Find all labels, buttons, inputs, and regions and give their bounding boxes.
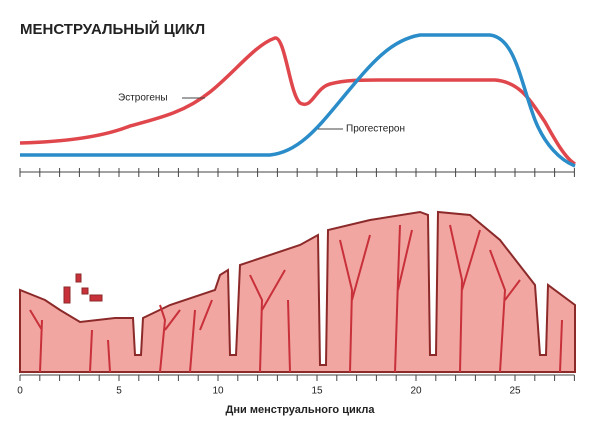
tick-label: 20 [410, 386, 422, 397]
title: МЕНСТРУАЛЬНЫЙ ЦИКЛ [20, 20, 205, 38]
blood-vessels [29, 224, 563, 373]
estrogen-label: Эстрогены [118, 93, 168, 104]
tick-label: 0 [17, 386, 23, 397]
top-axis [19, 168, 575, 177]
bottom-axis: 0 5 10 15 20 25 [17, 374, 575, 397]
progesterone-label: Прогестерон [346, 124, 405, 135]
tick-label: 25 [509, 386, 521, 397]
shed-fragments [63, 273, 103, 304]
progesterone-curve [20, 33, 576, 168]
tick-label: 15 [311, 386, 323, 397]
axis-label: Дни менструального цикла [226, 404, 376, 416]
tick-label: 10 [212, 386, 224, 397]
endometrium [19, 210, 576, 373]
tick-label: 5 [116, 386, 122, 397]
